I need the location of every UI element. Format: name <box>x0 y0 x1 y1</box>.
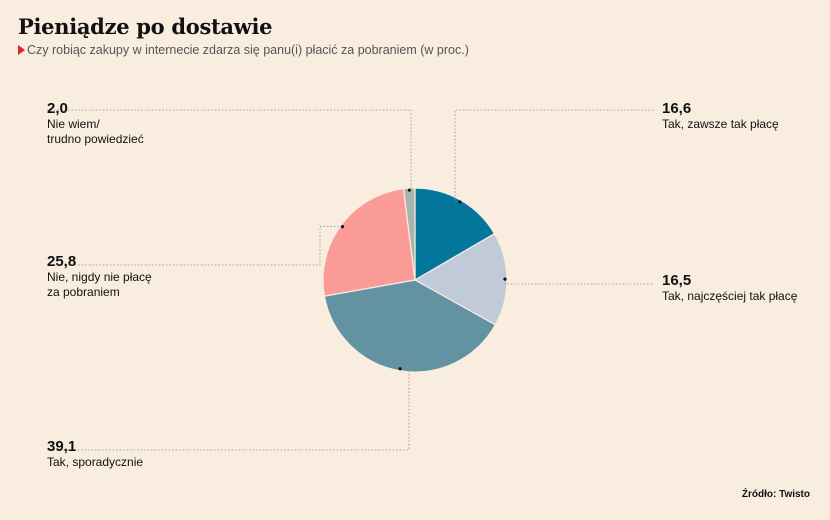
leader-dot-3 <box>340 225 345 229</box>
pie-slice-1 <box>413 232 508 326</box>
pie-slice-4 <box>402 187 416 281</box>
slice-value-4: 2,0 <box>47 100 68 117</box>
slice-name-0: Tak, zawsze tak płacę <box>662 117 779 131</box>
slice-value-2: 39,1 <box>47 438 77 455</box>
leader-line-0 <box>454 109 654 203</box>
pie-slice-0 <box>414 187 496 282</box>
slice-label-4: 2,0 Nie wiem/ trudno powiedzieć <box>47 100 144 147</box>
red-triangle-icon <box>18 45 25 55</box>
pie-slice-2 <box>323 279 497 373</box>
slice-value-3: 25,8 <box>47 253 77 270</box>
slice-value-0: 16,6 <box>662 100 692 117</box>
slice-value-1: 16,5 <box>662 272 692 289</box>
slice-name-1: Tak, najczęściej tak płacę <box>662 289 798 303</box>
slice-label-2: 39,1 Tak, sporadycznie <box>47 438 143 470</box>
slice-label-1: 16,5 Tak, najczęściej tak płacę <box>662 272 797 304</box>
leader-dot-1 <box>503 277 507 281</box>
leader-dot-4 <box>407 188 411 192</box>
slice-label-0: 16,6 Tak, zawsze tak płacę <box>662 100 779 132</box>
slice-label-3: 25,8 Nie, nigdy nie płacę za pobraniem <box>47 253 152 300</box>
chart-title: Pieniądze po dostawie <box>18 14 273 39</box>
pie-slice-3 <box>322 188 416 297</box>
leader-line-2 <box>47 368 410 451</box>
slice-name-2: Tak, sporadycznie <box>47 455 144 469</box>
leader-dot-2 <box>398 367 402 371</box>
chart-subtitle: Czy robiąc zakupy w internecie zdarza si… <box>18 43 469 57</box>
leader-line-3 <box>47 226 343 266</box>
leader-dot-0 <box>458 200 462 204</box>
source-note: Źródło: Twisto <box>741 489 810 500</box>
slice-name-4: Nie wiem/ trudno powiedzieć <box>47 117 144 146</box>
subtitle-text: Czy robiąc zakupy w internecie zdarza si… <box>27 43 469 57</box>
slice-name-3: Nie, nigdy nie płacę za pobraniem <box>47 270 152 299</box>
leader-line-1 <box>504 279 654 285</box>
